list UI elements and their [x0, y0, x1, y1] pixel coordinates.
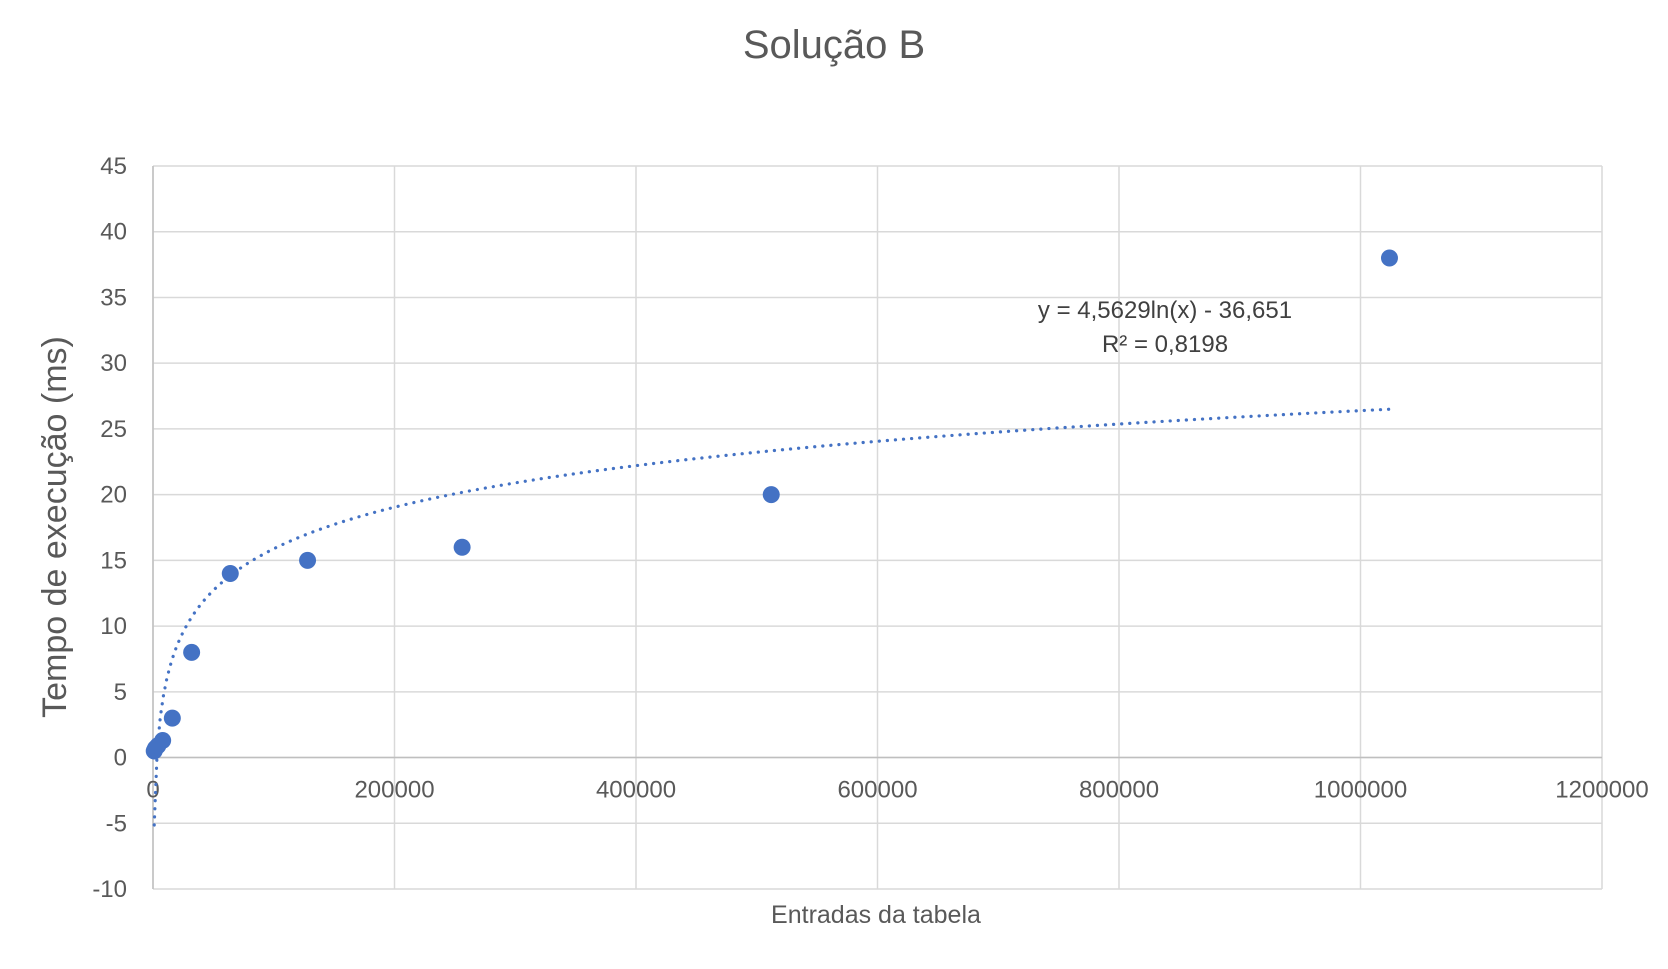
y-tick-label: 10 — [100, 613, 127, 640]
y-tick-label: 30 — [100, 350, 127, 377]
y-tick-label: 25 — [100, 416, 127, 443]
x-tick-label: 200000 — [354, 777, 434, 804]
y-tick-label: 45 — [100, 153, 127, 180]
x-tick-label: 800000 — [1079, 777, 1159, 804]
trendline — [152, 407, 1392, 827]
trendline-equation: y = 4,5629ln(x) - 36,651 — [1038, 297, 1292, 324]
y-tick-label: -5 — [106, 810, 127, 837]
chart-title: Solução B — [743, 23, 925, 67]
data-point — [762, 486, 780, 504]
x-tick-label: 1000000 — [1314, 777, 1407, 804]
trendline-r-squared: R² = 0,8198 — [1102, 331, 1228, 358]
data-point — [299, 551, 317, 569]
data-point — [453, 538, 471, 556]
y-tick-label: -10 — [92, 876, 127, 903]
y-tick-label: 0 — [114, 745, 127, 772]
trendline-path — [152, 407, 1392, 827]
axes — [152, 166, 1602, 889]
data-point — [1380, 249, 1398, 267]
y-axis-title: Tempo de execução (ms) — [36, 336, 74, 718]
y-tick-label: 35 — [100, 284, 127, 311]
x-tick-label: 1200000 — [1555, 777, 1648, 804]
y-tick-label: 20 — [100, 482, 127, 509]
data-point — [163, 709, 181, 727]
x-tick-label: 400000 — [596, 777, 676, 804]
data-point — [183, 643, 201, 661]
x-axis-title: Entradas da tabela — [771, 901, 981, 929]
tick-labels: -10 -5 0 5 10 15 20 25 30 35 40 45 0 200000 400000 6000… — [92, 153, 1648, 903]
data-point — [221, 565, 239, 583]
x-tick-label: 600000 — [837, 777, 917, 804]
y-tick-label: 40 — [100, 219, 127, 246]
data-points — [145, 249, 1398, 760]
data-point — [154, 731, 172, 749]
y-tick-label: 15 — [100, 547, 127, 574]
y-tick-label: 5 — [114, 679, 127, 706]
x-tick-label: 0 — [146, 777, 159, 804]
